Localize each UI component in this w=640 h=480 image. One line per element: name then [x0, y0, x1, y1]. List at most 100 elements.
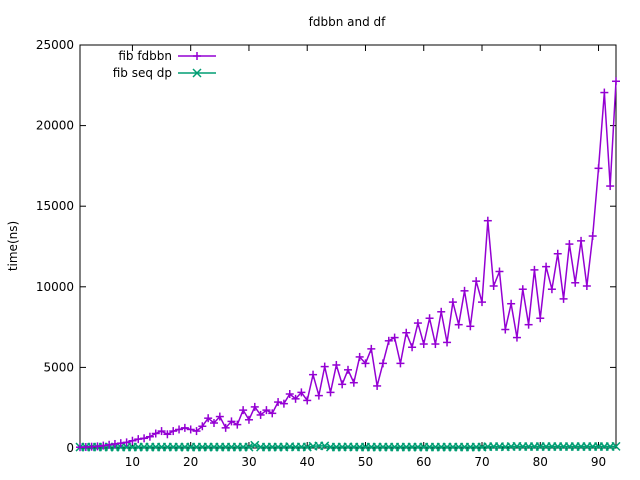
- data-point: [448, 298, 457, 307]
- plot-frame: [79, 44, 617, 449]
- data-point: [553, 249, 562, 258]
- data-point: [309, 370, 318, 379]
- data-point: [303, 396, 312, 405]
- data-point: [215, 412, 224, 421]
- data-point: [378, 359, 387, 368]
- data-point: [320, 362, 329, 371]
- legend-marker: [192, 68, 202, 78]
- y-tick-label: 20000: [36, 119, 74, 133]
- data-point: [274, 398, 283, 407]
- legend-marker: [193, 52, 201, 60]
- data-point: [606, 182, 615, 191]
- data-point: [134, 435, 143, 444]
- data-point: [565, 240, 574, 249]
- data-point: [326, 388, 335, 397]
- data-point: [361, 359, 370, 368]
- data-point: [227, 417, 236, 426]
- data-point: [524, 320, 533, 329]
- x-tick-label: 20: [183, 455, 198, 469]
- data-point: [279, 399, 288, 408]
- chart-title: fdbbn and df: [309, 15, 387, 29]
- data-point: [355, 352, 364, 361]
- axes: 0 5000 10000 15000 20000 25000 10 20 30 40 50 60 70 8…: [36, 38, 616, 469]
- data-point: [122, 438, 131, 447]
- data-point: [594, 164, 603, 173]
- data-point: [128, 436, 137, 445]
- x-tick-label: 10: [125, 455, 140, 469]
- data-point: [588, 232, 597, 241]
- data-point: [93, 442, 102, 451]
- data-point: [536, 314, 545, 323]
- data-point: [99, 441, 108, 450]
- y-tick-label: 10000: [36, 280, 74, 294]
- data-point: [175, 425, 184, 434]
- data-point: [163, 430, 172, 439]
- legend-label: fib seq dp: [113, 66, 172, 80]
- data-point: [344, 365, 352, 374]
- data-point: [600, 88, 609, 97]
- data-point: [210, 419, 218, 428]
- data-point: [186, 425, 195, 434]
- data-point: [384, 336, 393, 345]
- data-point: [472, 277, 481, 286]
- data-point: [495, 267, 504, 276]
- data-point: [577, 236, 586, 245]
- data-point: [501, 325, 510, 334]
- data-point: [239, 406, 248, 415]
- data-point: [530, 265, 539, 274]
- x-tick-label: 80: [533, 455, 548, 469]
- data-point: [151, 429, 160, 438]
- data-point: [443, 338, 452, 347]
- data-point: [571, 278, 580, 287]
- data-point: [116, 439, 125, 448]
- data-point: [518, 285, 527, 294]
- data-point: [268, 409, 277, 418]
- data-point: [437, 307, 446, 316]
- data-point: [157, 427, 166, 436]
- data-point: [460, 286, 469, 295]
- y-axis-label: time(ns): [6, 221, 20, 271]
- data-point: [256, 410, 265, 419]
- data-point: [466, 322, 475, 331]
- data-point: [105, 440, 114, 449]
- x-tick-label: 70: [474, 455, 489, 469]
- data-point: [542, 262, 551, 271]
- data-point: [244, 415, 253, 424]
- data-point: [582, 281, 591, 290]
- x-tick-label: 50: [358, 455, 373, 469]
- data-point: [373, 381, 382, 390]
- data-point: [332, 360, 341, 369]
- data-point: [612, 77, 620, 86]
- y-tick-label: 0: [66, 441, 74, 455]
- data-point: [192, 427, 201, 436]
- data-point: [419, 340, 428, 349]
- data-point: [402, 328, 411, 337]
- data-point: [507, 299, 516, 308]
- data-point: [297, 388, 306, 397]
- x-tick-label: 40: [300, 455, 315, 469]
- data-point: [180, 423, 189, 432]
- data-point: [367, 344, 376, 353]
- data-point: [390, 333, 399, 342]
- data-point: [483, 216, 492, 225]
- data-point: [314, 391, 323, 400]
- data-point: [559, 294, 568, 303]
- y-tick-label: 5000: [43, 360, 74, 374]
- data-point: [250, 440, 260, 450]
- y-tick-label: 15000: [36, 199, 74, 213]
- data-point: [233, 420, 242, 429]
- data-point: [262, 406, 271, 415]
- x-tick-label: 60: [416, 455, 431, 469]
- data-point: [413, 319, 422, 328]
- data-point: [285, 389, 294, 398]
- data-point: [291, 394, 300, 403]
- data-point: [250, 402, 259, 411]
- data-point: [349, 378, 358, 387]
- series-layer: [75, 77, 621, 452]
- data-point: [204, 414, 213, 423]
- data-point: [431, 340, 440, 349]
- data-point: [425, 314, 434, 323]
- data-point: [512, 333, 521, 342]
